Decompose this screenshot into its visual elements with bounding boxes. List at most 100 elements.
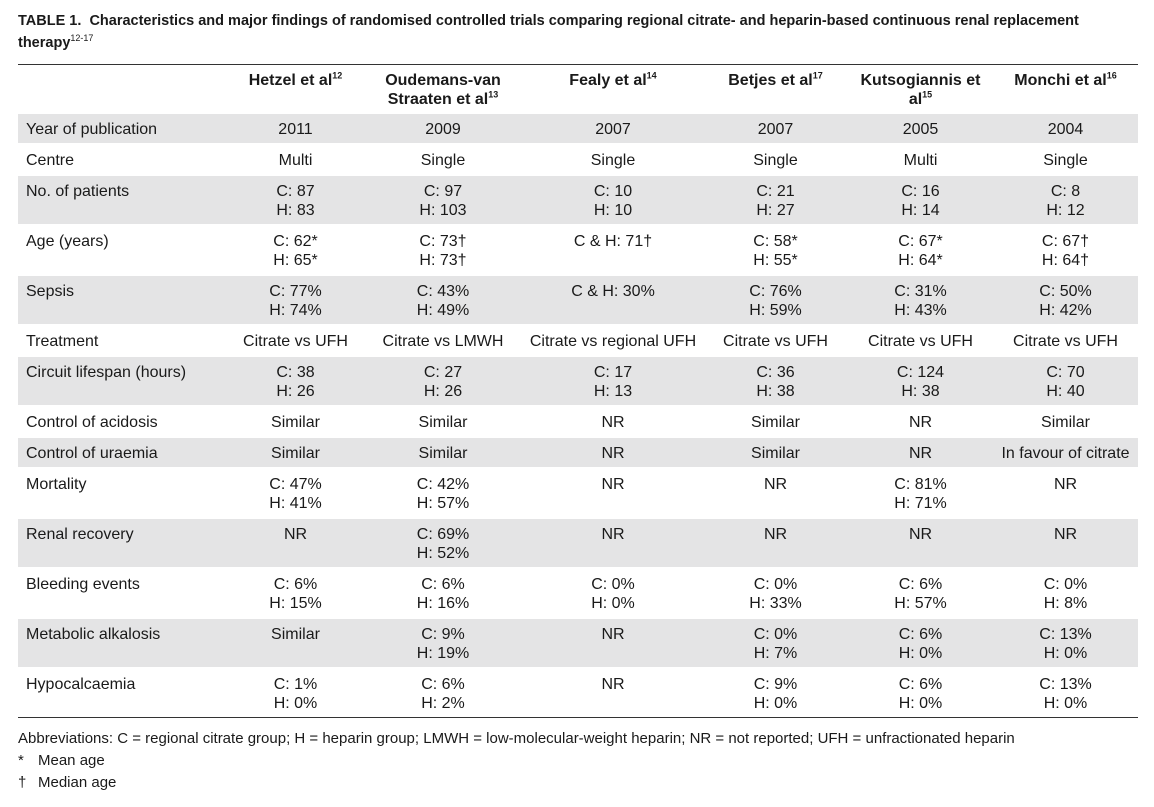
cell-value: NR bbox=[601, 445, 625, 462]
table-cell: C: 124 H: 38 bbox=[848, 356, 993, 406]
table-row: Sepsis C: 77% H: 74% C: 43% H: 49% C & H: 30%… bbox=[18, 275, 1138, 325]
cell-value: In favour of citrate bbox=[1001, 445, 1130, 462]
cell-value: NR bbox=[601, 626, 625, 643]
cell-value: Citrate vs UFH bbox=[1013, 333, 1118, 350]
table-cell: NR bbox=[523, 618, 703, 668]
cell-value: 2005 bbox=[902, 121, 939, 138]
cell-value: Similar bbox=[271, 414, 320, 431]
table-cell: In favour of citrate bbox=[993, 437, 1138, 468]
row-label: Age (years) bbox=[26, 233, 109, 250]
table-cell: Citrate vs UFH bbox=[993, 325, 1138, 356]
cell-value: C: 13% bbox=[1039, 676, 1092, 693]
table-cell: C: 9% H: 19% bbox=[363, 618, 523, 668]
table-cell: Single bbox=[363, 144, 523, 175]
table-cell: Similar bbox=[363, 437, 523, 468]
table-cell: 2005 bbox=[848, 114, 993, 144]
table-cell: C: 21 H: 27 bbox=[703, 175, 848, 225]
cell-value: H: 27 bbox=[756, 202, 795, 219]
column-header-name: Monchi et al bbox=[1014, 72, 1107, 89]
cell-value: H: 38 bbox=[756, 383, 795, 400]
cell-value: NR bbox=[908, 526, 933, 543]
table-row: Renal recovery NR C: 69% H: 52% NR NR NR NR bbox=[18, 518, 1138, 568]
row-label: Hypocalcaemia bbox=[26, 676, 136, 693]
cell-value: H: 19% bbox=[416, 645, 470, 662]
row-label: Centre bbox=[26, 152, 75, 169]
cell-value: H: 65* bbox=[273, 252, 318, 269]
table-cell: C: 6% H: 2% bbox=[363, 668, 523, 718]
cell-value: Multi bbox=[278, 152, 313, 169]
cell-value: H: 64† bbox=[1041, 252, 1090, 269]
cell-value: 2004 bbox=[1047, 121, 1084, 138]
table-cell: NR bbox=[703, 468, 848, 518]
cell-value: NR bbox=[601, 476, 625, 493]
table-caption: TABLE 1. Characteristics and major findi… bbox=[18, 10, 1138, 54]
cell-value: H: 55* bbox=[753, 252, 798, 269]
cell-value: H: 0% bbox=[1043, 645, 1088, 662]
table-cell: C: 6% H: 0% bbox=[848, 618, 993, 668]
table-cell: C: 58* H: 55* bbox=[703, 225, 848, 275]
cell-value: H: 40 bbox=[1046, 383, 1085, 400]
cell-value: NR bbox=[601, 414, 625, 431]
row-label: Renal recovery bbox=[18, 518, 228, 568]
cell-value: C: 67† bbox=[1041, 233, 1090, 250]
table-cell: NR bbox=[228, 518, 363, 568]
table-row: Control of acidosis Similar Similar NR Simil… bbox=[18, 406, 1138, 437]
column-header: Hetzel et al12 bbox=[228, 65, 363, 115]
cell-value: C: 67* bbox=[898, 233, 943, 250]
cell-value: C: 9% bbox=[421, 626, 465, 643]
table-cell: Similar bbox=[703, 406, 848, 437]
cell-value: NR bbox=[283, 526, 308, 543]
cell-value: 2011 bbox=[278, 121, 313, 138]
cell-value: Similar bbox=[751, 414, 800, 431]
cell-value: H: 49% bbox=[416, 302, 470, 319]
table-cell: 2007 bbox=[703, 114, 848, 144]
cell-value: C: 21 bbox=[756, 183, 795, 200]
table-cell: NR bbox=[848, 437, 993, 468]
cell-value: Similar bbox=[418, 445, 468, 462]
cell-value: C: 69% bbox=[416, 526, 470, 543]
cell-value: C: 38 bbox=[276, 364, 315, 381]
table-cell: C: 6% H: 0% bbox=[848, 668, 993, 718]
table-cell: NR bbox=[993, 468, 1138, 518]
table-cell: NR bbox=[523, 668, 703, 718]
table-cell: C & H: 30% bbox=[523, 275, 703, 325]
table-row: Hypocalcaemia C: 1% H: 0% C: 6% H: 2% NR C: 9%… bbox=[18, 668, 1138, 718]
trials-table: Hetzel et al12 Oudemans-van Straaten et a… bbox=[18, 64, 1138, 718]
cell-value: 2007 bbox=[757, 121, 794, 138]
column-header: Betjes et al17 bbox=[703, 65, 848, 115]
column-header-name: Kutsogiannis et al bbox=[860, 72, 981, 108]
cell-value: C: 16 bbox=[901, 183, 940, 200]
table-row: Bleeding events C: 6% H: 15% C: 6% H: 16% C: … bbox=[18, 568, 1138, 618]
column-header: Monchi et al16 bbox=[993, 65, 1138, 115]
table-cell: C: 0% H: 0% bbox=[523, 568, 703, 618]
table-cell: C: 31% H: 43% bbox=[848, 275, 993, 325]
cell-value: NR bbox=[763, 526, 788, 543]
table-cell: C: 43% H: 49% bbox=[363, 275, 523, 325]
table-notes: Abbreviations: C = regional citrate grou… bbox=[18, 728, 1138, 794]
table-cell: 2009 bbox=[363, 114, 523, 144]
table-row: Metabolic alkalosis Similar C: 9% H: 19% NR C… bbox=[18, 618, 1138, 668]
column-header-name: Betjes et al bbox=[728, 72, 813, 89]
cell-value: H: 57% bbox=[416, 495, 470, 512]
cell-value: C: 9% bbox=[753, 676, 798, 693]
table-cell: 2007 bbox=[523, 114, 703, 144]
cell-value: C: 43% bbox=[416, 283, 470, 300]
cell-value: C: 62* bbox=[273, 233, 318, 250]
table-cell: Citrate vs regional UFH bbox=[523, 325, 703, 356]
cell-value: H: 71% bbox=[894, 495, 947, 512]
cell-value: C: 76% bbox=[749, 283, 802, 300]
table-cell: NR bbox=[523, 437, 703, 468]
table-cell: NR bbox=[523, 406, 703, 437]
table-row: No. of patients C: 87 H: 83 C: 97 H: 103 C: 1… bbox=[18, 175, 1138, 225]
row-label: Control of acidosis bbox=[26, 414, 158, 431]
cell-value: C: 73† bbox=[419, 233, 467, 250]
table-cell: Similar bbox=[228, 437, 363, 468]
table-cell: C: 17 H: 13 bbox=[523, 356, 703, 406]
cell-value: Citrate vs UFH bbox=[243, 333, 348, 350]
table-cell: Similar bbox=[228, 618, 363, 668]
table-cell: Single bbox=[993, 144, 1138, 175]
table-cell: Single bbox=[703, 144, 848, 175]
table-cell: C: 0% H: 33% bbox=[703, 568, 848, 618]
cell-value: C: 27 bbox=[423, 364, 463, 381]
column-header-reference: 12 bbox=[332, 70, 343, 81]
